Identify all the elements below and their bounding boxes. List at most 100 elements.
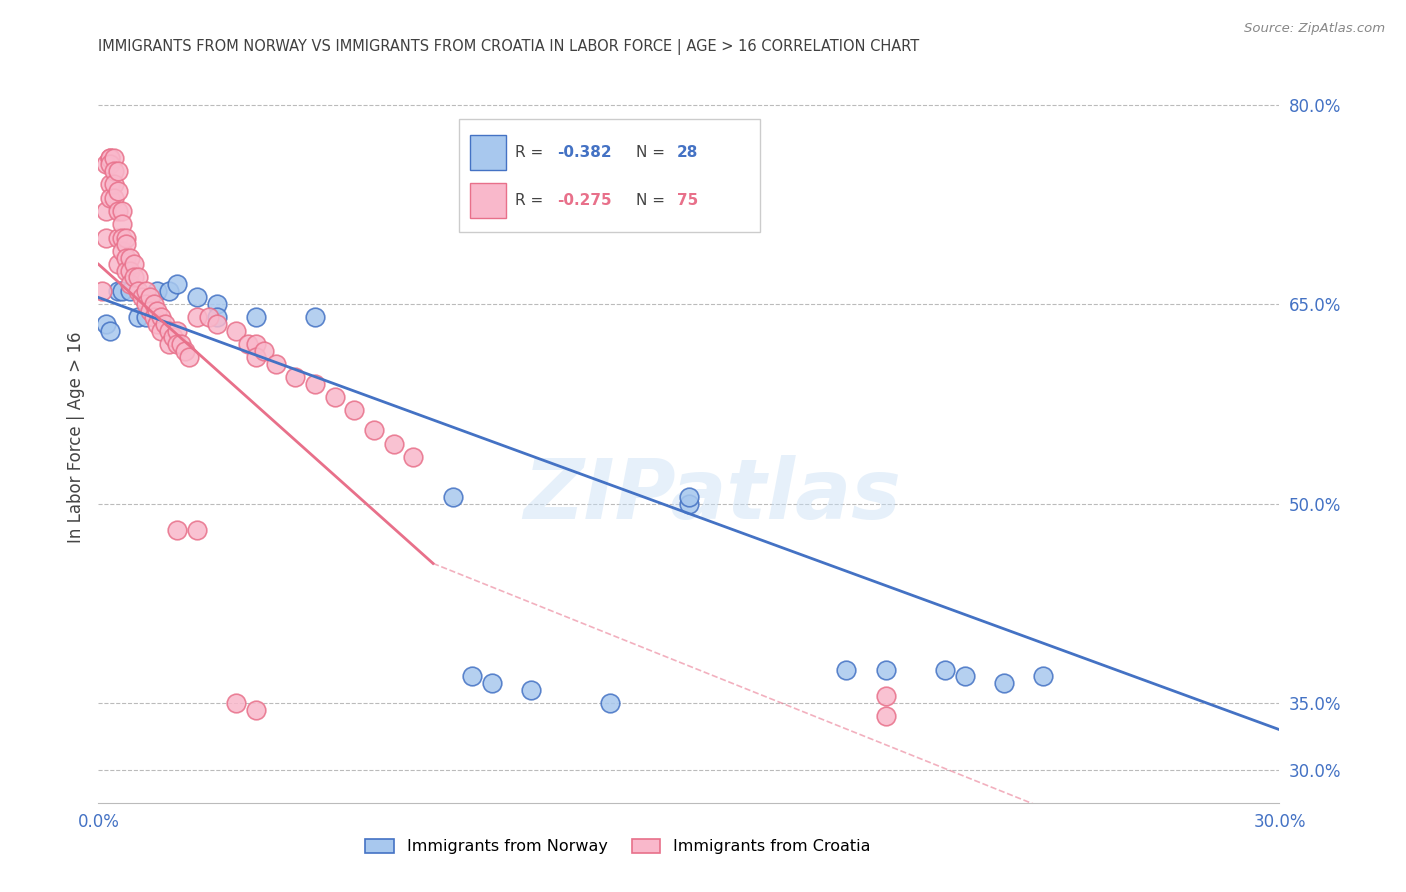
Point bbox=[225, 696, 247, 710]
Point bbox=[135, 310, 157, 325]
Point bbox=[678, 497, 700, 511]
Text: IMMIGRANTS FROM NORWAY VS IMMIGRANTS FROM CROATIA IN LABOR FORCE | AGE > 16 CORR: IMMIGRANTS FROM NORWAY VS IMMIGRANTS FRO… bbox=[98, 38, 920, 54]
Point bbox=[174, 343, 197, 358]
Point bbox=[96, 317, 118, 331]
Point bbox=[98, 324, 121, 338]
Text: R =: R = bbox=[516, 193, 544, 208]
Point bbox=[253, 343, 276, 358]
Point bbox=[157, 324, 180, 338]
Point bbox=[245, 351, 267, 365]
Point bbox=[835, 663, 858, 677]
Point bbox=[138, 290, 160, 304]
Point bbox=[186, 290, 208, 304]
Point bbox=[245, 703, 267, 717]
Point bbox=[157, 337, 180, 351]
Point bbox=[115, 264, 138, 278]
Point bbox=[111, 244, 134, 258]
Point bbox=[111, 204, 134, 219]
Point bbox=[107, 230, 129, 244]
Point bbox=[678, 490, 700, 504]
Point bbox=[103, 151, 125, 165]
Point bbox=[98, 191, 121, 205]
Point bbox=[461, 669, 484, 683]
Legend: Immigrants from Norway, Immigrants from Croatia: Immigrants from Norway, Immigrants from … bbox=[359, 832, 877, 861]
Point bbox=[115, 251, 138, 265]
Point bbox=[197, 310, 219, 325]
Point bbox=[135, 284, 157, 298]
Text: R =: R = bbox=[516, 145, 544, 160]
Text: ZIPatlas: ZIPatlas bbox=[523, 455, 901, 536]
Point bbox=[1032, 669, 1054, 683]
Point bbox=[98, 178, 121, 192]
Point bbox=[155, 317, 177, 331]
Point bbox=[103, 191, 125, 205]
Point bbox=[111, 217, 134, 231]
FancyBboxPatch shape bbox=[471, 135, 506, 170]
Text: -0.382: -0.382 bbox=[557, 145, 612, 160]
Point bbox=[118, 264, 141, 278]
Point bbox=[441, 490, 464, 504]
Point bbox=[150, 310, 173, 325]
Point bbox=[245, 337, 267, 351]
Point bbox=[115, 230, 138, 244]
Y-axis label: In Labor Force | Age > 16: In Labor Force | Age > 16 bbox=[66, 331, 84, 543]
Point bbox=[304, 376, 326, 391]
Point bbox=[115, 237, 138, 252]
FancyBboxPatch shape bbox=[471, 183, 506, 218]
Point bbox=[111, 284, 134, 298]
Point bbox=[138, 303, 160, 318]
Text: 75: 75 bbox=[678, 193, 699, 208]
Point bbox=[98, 157, 121, 171]
Text: N =: N = bbox=[636, 145, 665, 160]
Point bbox=[166, 277, 188, 292]
Point bbox=[245, 310, 267, 325]
Point bbox=[382, 436, 405, 450]
Point bbox=[205, 297, 228, 311]
Point bbox=[205, 317, 228, 331]
Point bbox=[146, 284, 169, 298]
Point bbox=[205, 310, 228, 325]
Point bbox=[98, 151, 121, 165]
Point bbox=[162, 330, 184, 344]
Point bbox=[96, 157, 118, 171]
Point bbox=[264, 357, 287, 371]
Point bbox=[142, 310, 165, 325]
Point bbox=[402, 450, 425, 464]
Point bbox=[127, 310, 149, 325]
Text: -0.275: -0.275 bbox=[557, 193, 612, 208]
Point bbox=[131, 290, 153, 304]
Point bbox=[166, 324, 188, 338]
Point bbox=[96, 230, 118, 244]
Point bbox=[875, 690, 897, 704]
Point bbox=[236, 337, 259, 351]
Point bbox=[150, 324, 173, 338]
Point bbox=[875, 663, 897, 677]
Point bbox=[304, 310, 326, 325]
Point bbox=[103, 164, 125, 178]
Point bbox=[599, 696, 621, 710]
Point bbox=[146, 303, 169, 318]
Point bbox=[107, 257, 129, 271]
Point bbox=[186, 310, 208, 325]
Point bbox=[225, 324, 247, 338]
Point bbox=[96, 204, 118, 219]
Point bbox=[177, 351, 200, 365]
FancyBboxPatch shape bbox=[458, 119, 759, 232]
Point bbox=[107, 184, 129, 198]
Point bbox=[98, 151, 121, 165]
Point bbox=[127, 284, 149, 298]
Point bbox=[122, 270, 145, 285]
Point bbox=[520, 682, 543, 697]
Point bbox=[142, 297, 165, 311]
Point bbox=[166, 523, 188, 537]
Point bbox=[107, 204, 129, 219]
Point bbox=[103, 178, 125, 192]
Text: Source: ZipAtlas.com: Source: ZipAtlas.com bbox=[1244, 22, 1385, 36]
Point bbox=[284, 370, 307, 384]
Point bbox=[111, 230, 134, 244]
Point bbox=[127, 270, 149, 285]
Point bbox=[875, 709, 897, 723]
Point bbox=[323, 390, 346, 404]
Text: 28: 28 bbox=[678, 145, 699, 160]
Point bbox=[118, 284, 141, 298]
